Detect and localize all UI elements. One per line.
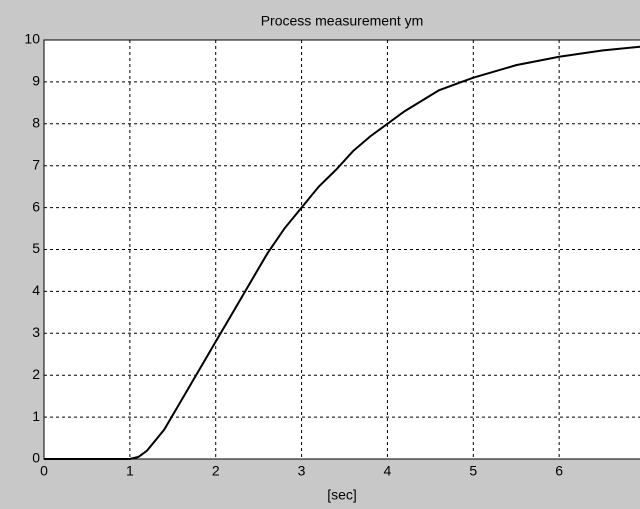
y-tick-label: 3	[32, 324, 40, 340]
chart-title: Process measurement ym	[261, 13, 424, 29]
y-tick-label: 10	[24, 31, 40, 47]
y-tick-label: 2	[32, 366, 40, 382]
y-tick-label: 0	[32, 450, 40, 466]
x-tick-label: 5	[469, 463, 477, 479]
plot-frame	[43, 39, 640, 460]
x-tick-label: 1	[126, 463, 134, 479]
y-tick-label: 8	[32, 115, 40, 131]
x-axis-label: [sec]	[327, 487, 357, 503]
x-tick-label: 2	[212, 463, 220, 479]
y-tick-label: 7	[32, 156, 40, 172]
plot-area	[43, 39, 640, 460]
x-tick-label: 6	[555, 463, 563, 479]
x-tick-label: 4	[384, 463, 392, 479]
y-tick-label: 1	[32, 408, 40, 424]
y-tick-label: 5	[32, 240, 40, 256]
y-tick-label: 4	[32, 282, 40, 298]
y-tick-label: 9	[32, 73, 40, 89]
data-line	[44, 45, 640, 460]
x-tick-label: 3	[298, 463, 306, 479]
x-tick-label: 0	[40, 463, 48, 479]
y-tick-label: 6	[32, 198, 40, 214]
